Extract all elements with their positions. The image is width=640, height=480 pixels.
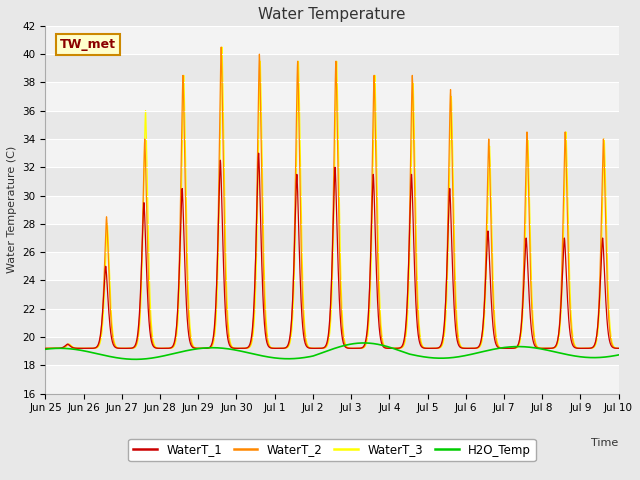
- WaterT_1: [564, 307, 572, 313]
- H2O_Temp: [42, 347, 49, 352]
- WaterT_3: [349, 346, 356, 351]
- WaterT_2: [42, 346, 49, 351]
- WaterT_2: [202, 346, 209, 351]
- Bar: [45, 365, 618, 394]
- Title: Water Temperature: Water Temperature: [259, 7, 406, 22]
- WaterT_3: [580, 346, 588, 351]
- WaterT_1: [42, 346, 49, 351]
- H2O_Temp: [499, 345, 507, 350]
- Text: TW_met: TW_met: [60, 38, 116, 51]
- Text: Time: Time: [591, 438, 618, 448]
- WaterT_3: [362, 343, 369, 349]
- WaterT_1: [614, 346, 622, 351]
- H2O_Temp: [360, 340, 367, 346]
- WaterT_2: [349, 346, 356, 351]
- Bar: [45, 252, 618, 280]
- H2O_Temp: [132, 357, 140, 362]
- Line: WaterT_3: WaterT_3: [45, 47, 618, 348]
- WaterT_3: [564, 214, 572, 220]
- Line: WaterT_1: WaterT_1: [45, 153, 618, 348]
- Legend: WaterT_1, WaterT_2, WaterT_3, H2O_Temp: WaterT_1, WaterT_2, WaterT_3, H2O_Temp: [129, 439, 536, 461]
- Y-axis label: Water Temperature (C): Water Temperature (C): [7, 146, 17, 274]
- H2O_Temp: [614, 352, 622, 358]
- H2O_Temp: [564, 352, 572, 358]
- WaterT_2: [564, 249, 572, 254]
- Bar: [45, 83, 618, 111]
- WaterT_3: [499, 346, 507, 351]
- Bar: [45, 26, 618, 54]
- WaterT_3: [202, 346, 209, 351]
- Bar: [45, 139, 618, 168]
- Line: H2O_Temp: H2O_Temp: [45, 343, 618, 360]
- H2O_Temp: [580, 354, 588, 360]
- Bar: [45, 196, 618, 224]
- WaterT_2: [218, 44, 225, 50]
- WaterT_3: [614, 346, 622, 351]
- WaterT_1: [255, 150, 262, 156]
- H2O_Temp: [362, 340, 369, 346]
- WaterT_1: [580, 346, 588, 351]
- WaterT_2: [614, 346, 622, 351]
- WaterT_3: [42, 346, 49, 351]
- Line: WaterT_2: WaterT_2: [45, 47, 618, 348]
- WaterT_1: [349, 346, 356, 351]
- WaterT_1: [362, 339, 369, 345]
- WaterT_2: [499, 346, 507, 351]
- H2O_Temp: [349, 341, 356, 347]
- WaterT_1: [202, 346, 209, 351]
- WaterT_1: [499, 346, 507, 351]
- WaterT_2: [362, 341, 369, 347]
- H2O_Temp: [202, 345, 209, 351]
- WaterT_2: [580, 346, 588, 351]
- WaterT_3: [218, 44, 226, 50]
- Bar: [45, 309, 618, 337]
